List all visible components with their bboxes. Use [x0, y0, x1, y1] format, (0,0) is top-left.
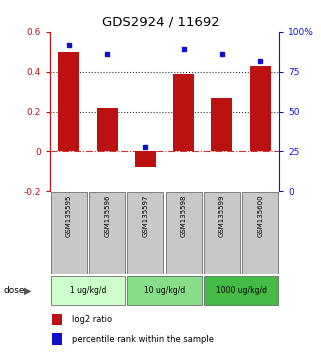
Text: ▶: ▶ [23, 285, 31, 295]
Text: 1000 ug/kg/d: 1000 ug/kg/d [215, 286, 266, 295]
Text: GSM135595: GSM135595 [66, 194, 72, 237]
Text: GSM135599: GSM135599 [219, 194, 225, 237]
Bar [204, 192, 240, 274]
Text: percentile rank within the sample: percentile rank within the sample [72, 335, 213, 344]
Text: 1 ug/kg/d: 1 ug/kg/d [70, 286, 106, 295]
Text: GDS2924 / 11692: GDS2924 / 11692 [102, 16, 219, 29]
Bar [250, 66, 271, 152]
Bar [89, 192, 125, 274]
Text: GSM135596: GSM135596 [104, 194, 110, 237]
Bar [166, 192, 202, 274]
Bar [51, 192, 87, 274]
Bar [127, 276, 202, 304]
Bar [51, 276, 125, 304]
Bar [204, 276, 278, 304]
Bar [173, 74, 194, 152]
Text: GSM135597: GSM135597 [143, 194, 148, 237]
Text: GSM135598: GSM135598 [181, 194, 187, 237]
Bar [97, 108, 118, 152]
Bar [58, 52, 79, 152]
Text: 10 ug/kg/d: 10 ug/kg/d [144, 286, 185, 295]
Text: GSM135600: GSM135600 [257, 194, 263, 237]
Bar [127, 192, 163, 274]
Text: log2 ratio: log2 ratio [72, 315, 112, 324]
Bar [211, 98, 232, 152]
Bar [135, 152, 156, 167]
Bar [52, 314, 62, 325]
Text: dose: dose [3, 286, 25, 295]
Bar [52, 333, 62, 345]
Bar [242, 192, 278, 274]
